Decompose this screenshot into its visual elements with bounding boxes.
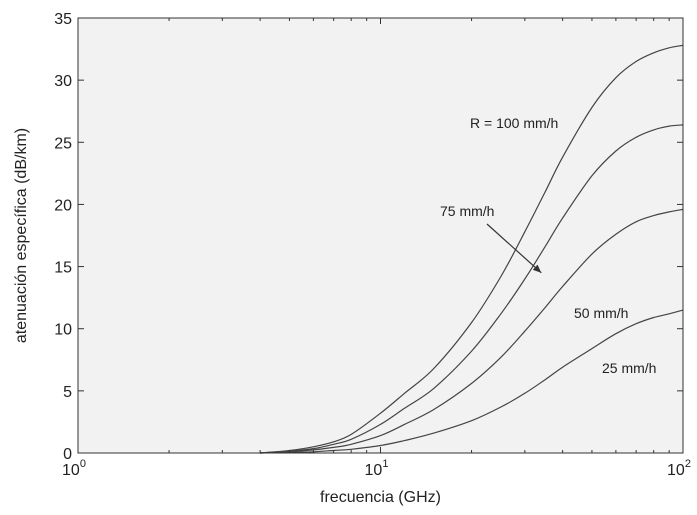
y-tick-label: 35 (54, 11, 72, 28)
x-tick-base: 10 (62, 462, 80, 479)
plot-area (78, 18, 683, 453)
y-tick-label: 15 (54, 260, 72, 277)
y-tick-label: 10 (54, 322, 72, 339)
annotation-75-mm-h: 75 mm/h (440, 203, 494, 219)
y-tick-label: 5 (63, 384, 72, 401)
x-tick-base: 10 (365, 462, 383, 479)
y-tick-label: 25 (54, 135, 72, 152)
x-tick-label: 101 (365, 458, 389, 479)
x-tick-label: 100 (62, 458, 86, 479)
x-tick-exponent: 1 (382, 458, 388, 470)
y-tick-label: 20 (54, 197, 72, 214)
x-axis-label: frecuencia (GHz) (320, 489, 441, 506)
y-tick-label: 0 (63, 446, 72, 463)
y-tick-label: 30 (54, 73, 72, 90)
x-tick-exponent: 2 (685, 458, 691, 470)
annotation-50-mm-h: 50 mm/h (574, 305, 628, 321)
y-axis-label: atenuación específica (dB/km) (13, 128, 30, 343)
x-tick-exponent: 0 (80, 458, 86, 470)
annotation-25-mm-h: 25 mm/h (602, 360, 656, 376)
annotation-r-100-mm-h: R = 100 mm/h (470, 115, 558, 131)
x-tick-base: 10 (667, 462, 685, 479)
x-tick-label: 102 (667, 458, 691, 479)
